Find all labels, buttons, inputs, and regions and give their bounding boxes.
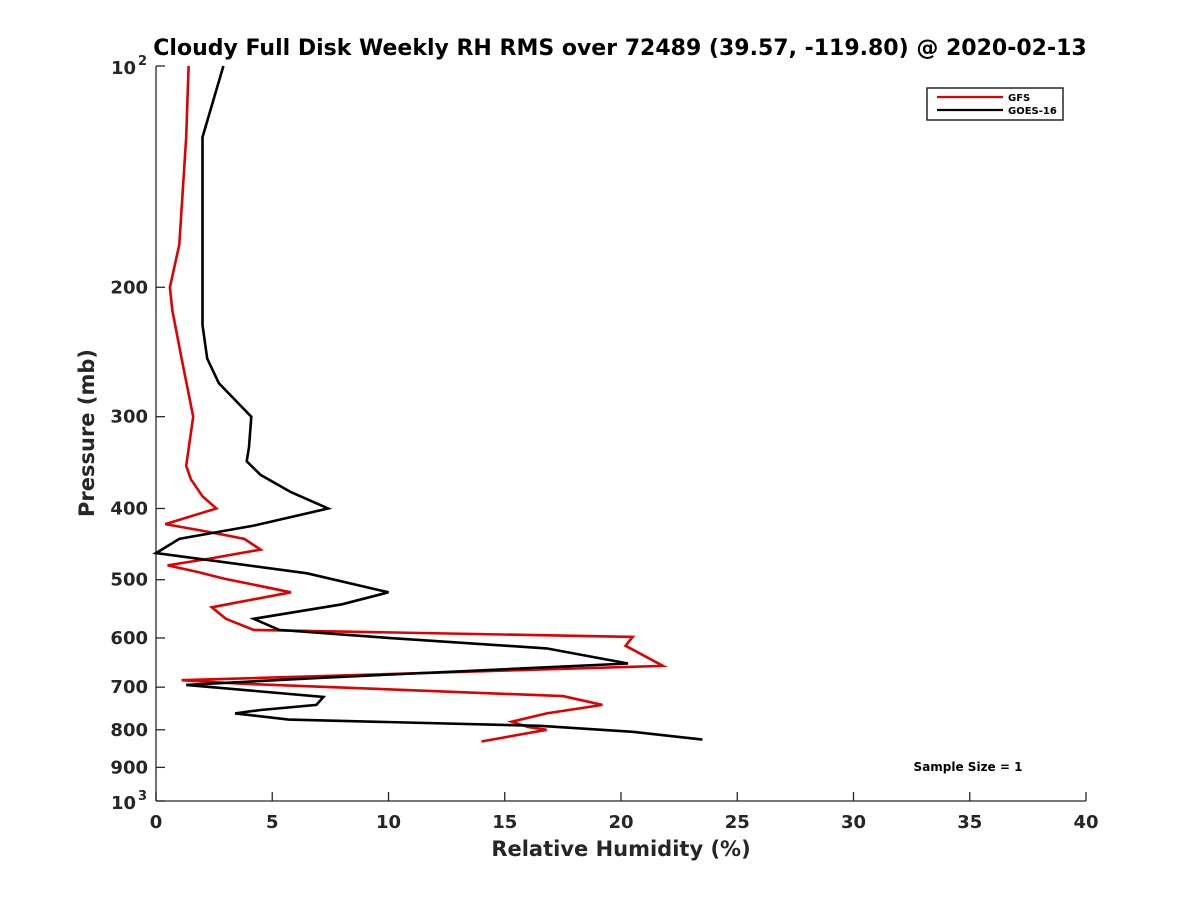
y-tick-label: 400 [110, 499, 148, 520]
y-tick-label: 10 [111, 58, 136, 79]
y-tick-label: 500 [110, 570, 148, 591]
y-tick-exponent: 2 [138, 54, 147, 69]
y-tick-label: 200 [110, 277, 148, 298]
legend-label-gfs: GFS [1008, 93, 1030, 104]
chart-title: Cloudy Full Disk Weekly RH RMS over 7248… [153, 36, 1086, 61]
plot-area [152, 65, 1086, 802]
legend-box [926, 87, 1064, 121]
x-tick-label: 10 [376, 812, 401, 833]
y-tick-label: 900 [110, 757, 148, 778]
y-tick-label: 700 [110, 677, 148, 698]
x-axis-label: Relative Humidity (%) [491, 837, 750, 861]
series-line-goes16 [152, 65, 703, 741]
x-tick-label: 20 [608, 812, 633, 833]
y-tick-label: 800 [110, 720, 148, 741]
x-tick-label: 5 [266, 812, 279, 833]
x-tick-label: 35 [957, 812, 982, 833]
y-tick-label: 600 [110, 628, 148, 649]
sample-size-annotation: Sample Size = 1 [914, 760, 1023, 774]
legend: GFS GOES-16 [926, 87, 1064, 121]
x-tick-label: 15 [492, 812, 517, 833]
x-tick-label: 30 [841, 812, 866, 833]
series-layer [152, 65, 703, 743]
y-axis-label: Pressure (mb) [75, 349, 99, 517]
x-tick-label: 25 [725, 812, 750, 833]
y-tick-label: 10 [111, 793, 136, 814]
legend-label-goes16: GOES-16 [1008, 106, 1057, 117]
x-tick-label: 40 [1073, 812, 1098, 833]
x-tick-label: 0 [150, 812, 163, 833]
x-axis-ticks: 0 5 10 15 20 25 30 35 40 [150, 792, 1099, 833]
y-tick-exponent: 3 [138, 789, 147, 804]
y-tick-label: 300 [110, 407, 148, 428]
series-line-gfs [164, 65, 668, 743]
